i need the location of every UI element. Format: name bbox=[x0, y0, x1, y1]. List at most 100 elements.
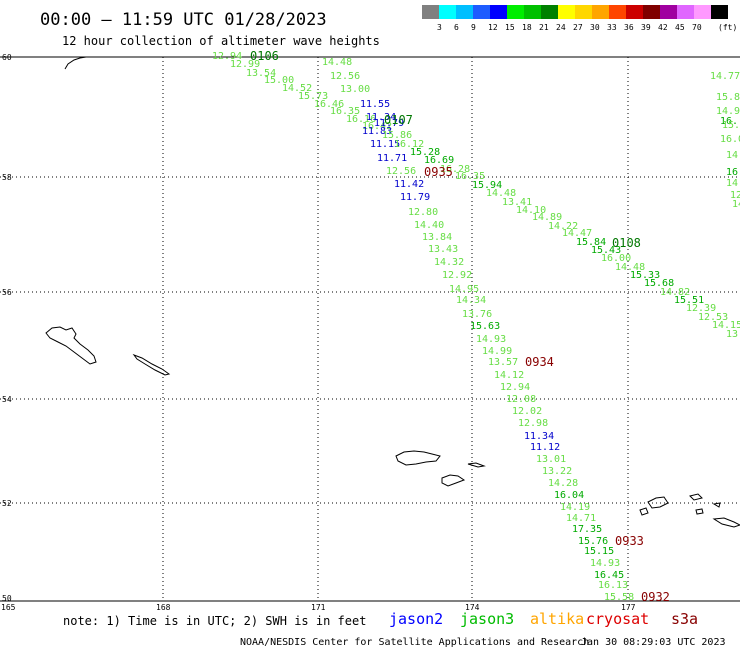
track-time-label: 0933 bbox=[615, 534, 644, 548]
color-bin-label: 18 bbox=[522, 23, 532, 32]
track-time-label: 0107 bbox=[384, 113, 413, 127]
swh-value: 16.46 bbox=[314, 99, 344, 110]
color-bin-label: 45 bbox=[675, 23, 685, 32]
color-bin bbox=[694, 5, 711, 19]
swh-value: 14.93 bbox=[590, 558, 620, 569]
swh-value: 16.35 bbox=[455, 171, 485, 182]
color-bin-label: 15 bbox=[505, 23, 515, 32]
swh-value: 15. bbox=[722, 120, 740, 131]
swh-value: 15.86 bbox=[382, 130, 412, 141]
color-bin bbox=[592, 5, 609, 19]
legend-jason3: jason3 bbox=[460, 610, 514, 628]
color-bin-label: 9 bbox=[471, 23, 476, 32]
lon-label-168: 168 bbox=[156, 603, 171, 612]
swh-value: 13.41 bbox=[502, 197, 532, 208]
color-bin-label: 21 bbox=[539, 23, 549, 32]
swh-value: 16.16 bbox=[346, 114, 376, 125]
island-aleutian-2 bbox=[639, 507, 649, 516]
color-bin bbox=[575, 5, 592, 19]
island-aleutian-5 bbox=[712, 517, 740, 528]
swh-value: 14.32 bbox=[434, 257, 464, 268]
color-bin bbox=[541, 5, 558, 19]
color-bin-label: 42 bbox=[658, 23, 668, 32]
swh-value: 11.42 bbox=[394, 179, 424, 190]
color-bin bbox=[558, 5, 575, 19]
swh-value: 15.33 bbox=[630, 270, 660, 281]
swh-value: 14.48 bbox=[486, 188, 516, 199]
swh-value: 12.80 bbox=[408, 207, 438, 218]
lon-label-177: 177 bbox=[621, 603, 636, 612]
swh-value: 16.12 bbox=[394, 139, 424, 150]
swh-value: 14.12 bbox=[494, 370, 524, 381]
swh-value: 14.40 bbox=[414, 220, 444, 231]
swh-value: 11.79 bbox=[374, 118, 404, 129]
swh-value: 13.43 bbox=[428, 244, 458, 255]
swh-value: 15.94 bbox=[472, 180, 502, 191]
color-bin-label: 36 bbox=[624, 23, 634, 32]
color-bin bbox=[422, 5, 439, 19]
swh-value: 16.13 bbox=[598, 580, 628, 591]
map-frame bbox=[0, 56, 740, 602]
track-time-label: 0932 bbox=[641, 590, 670, 604]
color-bin-label: 27 bbox=[573, 23, 583, 32]
swh-value: 16. bbox=[720, 116, 738, 127]
color-bin-label: 70 bbox=[692, 23, 702, 32]
legend-s3a: s3a bbox=[671, 610, 698, 628]
swh-value: 12.56 bbox=[330, 71, 360, 82]
color-bin bbox=[473, 5, 490, 19]
swh-value: 15.85 bbox=[716, 92, 740, 103]
swh-value: 16.42 bbox=[362, 121, 392, 132]
swh-value: 13.01 bbox=[536, 454, 566, 465]
swh-value: 14. bbox=[732, 199, 740, 210]
lon-label-171: 171 bbox=[311, 603, 326, 612]
legend-jason2: jason2 bbox=[389, 610, 443, 628]
swh-value: 12.99 bbox=[230, 59, 260, 70]
track-time-label: 0106 bbox=[250, 49, 279, 63]
swh-value: 13.54 bbox=[246, 68, 276, 79]
swh-value: 14.48 bbox=[615, 262, 645, 273]
swh-value: 15.15 bbox=[584, 546, 614, 557]
lat-label-50: 50 bbox=[2, 594, 12, 603]
swh-value: 14.10 bbox=[516, 205, 546, 216]
swh-value: 14.48 bbox=[322, 57, 352, 68]
swh-value: 13.00 bbox=[340, 84, 370, 95]
color-bin bbox=[507, 5, 524, 19]
swh-value: 14.19 bbox=[560, 502, 590, 513]
swh-value: 12.02 bbox=[512, 406, 542, 417]
swh-value: 16.0 bbox=[720, 134, 740, 145]
lat-label-54: 54 bbox=[2, 395, 12, 404]
color-bin bbox=[490, 5, 507, 19]
swh-value: 11.83 bbox=[362, 126, 392, 137]
swh-value: 16.69 bbox=[424, 155, 454, 166]
color-bin-label: 33 bbox=[607, 23, 617, 32]
swh-label-layer: 12.9412.9913.5415.0014.5215.7316.4616.35… bbox=[212, 51, 740, 603]
island-st-matthew bbox=[45, 326, 97, 365]
swh-value: 16. bbox=[726, 167, 740, 178]
swh-value: 12.53 bbox=[698, 312, 728, 323]
swh-value: 15.43 bbox=[591, 245, 621, 256]
swh-value: 14.15 bbox=[712, 320, 740, 331]
color-bin bbox=[677, 5, 694, 19]
swh-value: 14.52 bbox=[282, 83, 312, 94]
color-bin bbox=[456, 5, 473, 19]
swh-value: 12.92 bbox=[442, 270, 472, 281]
color-bin-label: 12 bbox=[488, 23, 498, 32]
swh-value: 14.34 bbox=[456, 295, 486, 306]
coastlines bbox=[45, 56, 740, 528]
swh-value: 16.28 bbox=[440, 164, 470, 175]
swh-value: 13.57 bbox=[488, 357, 518, 368]
swh-value: 11.79 bbox=[400, 192, 430, 203]
color-bin bbox=[711, 5, 728, 19]
color-bin-label: 6 bbox=[454, 23, 459, 32]
color-bin-label: 39 bbox=[641, 23, 651, 32]
track-time-label: 0935 bbox=[424, 165, 453, 179]
swh-value: 11.71 bbox=[377, 153, 407, 164]
lon-label-174: 174 bbox=[465, 603, 480, 612]
swh-value: 15.73 bbox=[298, 91, 328, 102]
swh-value: 14.77 bbox=[710, 71, 740, 82]
color-bin-label: 30 bbox=[590, 23, 600, 32]
swh-value: 13.22 bbox=[542, 466, 572, 477]
swh-value: 12.94 bbox=[212, 51, 242, 62]
generated-timestamp: Jan 30 08:29:03 UTC 2023 bbox=[581, 637, 726, 648]
swh-value: 12.56 bbox=[386, 166, 416, 177]
